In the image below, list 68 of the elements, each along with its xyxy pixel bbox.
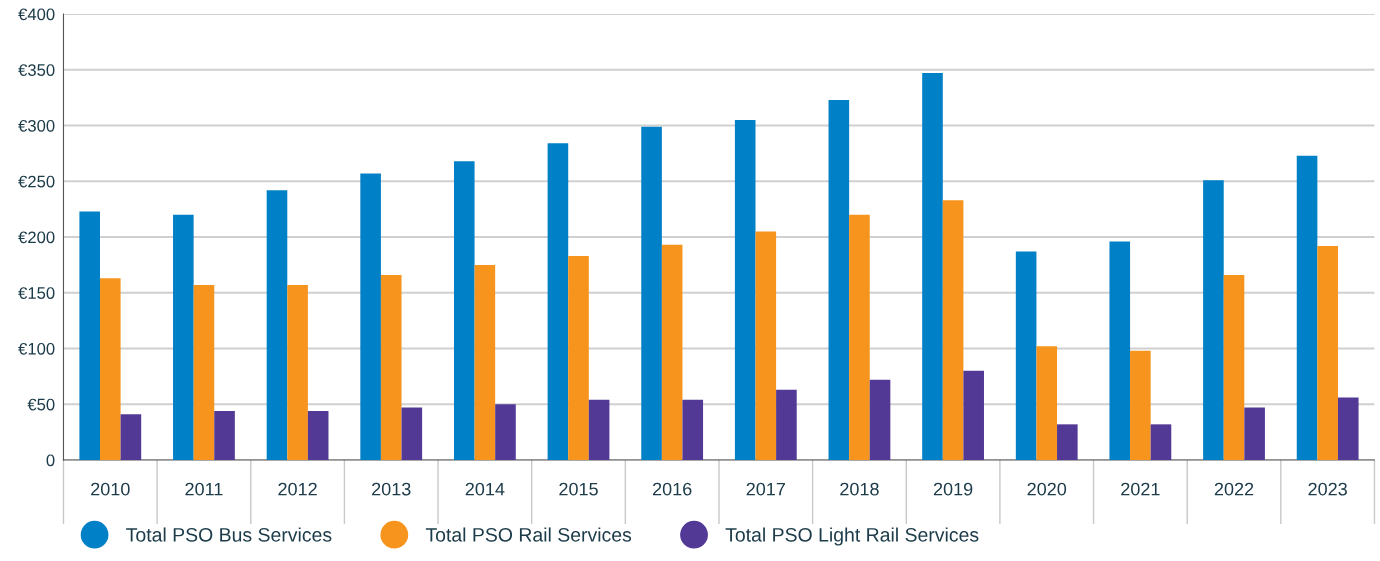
x-tick-label: 2010 — [91, 482, 130, 496]
bar — [79, 211, 100, 461]
bar — [287, 284, 308, 461]
x-tick-label: 2017 — [746, 482, 785, 496]
bar — [1244, 407, 1265, 461]
x-tick-label: 2023 — [1308, 482, 1347, 496]
bar — [1317, 245, 1338, 461]
bar — [588, 399, 610, 461]
y-tick-label: €200 — [18, 231, 55, 244]
y-tick-label: €50 — [27, 398, 55, 411]
y-tick-label: €250 — [18, 175, 55, 188]
bar — [942, 200, 964, 461]
bar — [682, 399, 704, 461]
bar — [266, 190, 288, 461]
y-tick-label: €100 — [18, 342, 55, 355]
y-tick-label: €300 — [18, 119, 55, 132]
bar — [755, 231, 777, 461]
legend-label: Total PSO Light Rail Services — [725, 527, 979, 546]
x-tick-label: 2021 — [1121, 482, 1160, 496]
bar — [1223, 274, 1245, 461]
bar — [547, 143, 569, 461]
bar — [776, 389, 797, 461]
y-tick-label: €400 — [18, 8, 55, 21]
x-tick-label: 2015 — [559, 482, 598, 496]
x-tick-label: 2011 — [185, 482, 223, 496]
bar — [100, 278, 121, 461]
bar — [963, 370, 984, 461]
x-tick-label: 2022 — [1214, 482, 1254, 496]
bar — [214, 410, 235, 461]
bar — [1296, 155, 1318, 461]
legend-label: Total PSO Bus Services — [126, 527, 332, 542]
bar — [641, 126, 662, 461]
x-tick-label: 2019 — [933, 482, 973, 496]
bar — [193, 284, 215, 461]
legend-label: Total PSO Rail Services — [425, 527, 632, 542]
y-tick-label: €150 — [18, 287, 55, 299]
bar — [401, 407, 423, 461]
bar — [661, 244, 683, 461]
x-tick-label: 2016 — [652, 482, 692, 496]
bar — [568, 255, 589, 461]
bar — [1150, 424, 1172, 461]
bar — [1109, 241, 1131, 461]
x-tick-label: 2020 — [1027, 482, 1067, 496]
bar — [1015, 251, 1037, 461]
bar — [453, 161, 475, 461]
bar — [120, 414, 142, 461]
bar — [495, 404, 516, 461]
bar — [1130, 350, 1151, 461]
x-tick-label: 2013 — [372, 482, 411, 496]
bar — [922, 73, 943, 461]
bar — [828, 99, 850, 461]
bar — [1057, 424, 1078, 461]
y-tick-label: €350 — [18, 64, 55, 76]
x-tick-label: 2012 — [278, 482, 317, 496]
bar — [360, 173, 381, 461]
y-tick-label: 0 — [46, 454, 55, 467]
bar — [1337, 397, 1359, 461]
bar — [173, 214, 194, 461]
bar — [849, 214, 870, 461]
bar — [474, 264, 496, 461]
bar — [380, 274, 402, 461]
x-tick-label: 2018 — [840, 482, 879, 496]
bar — [307, 410, 329, 461]
bar — [1203, 180, 1224, 461]
bar — [734, 119, 756, 461]
x-tick-label: 2014 — [465, 482, 505, 496]
bar — [869, 379, 891, 461]
bar — [1036, 346, 1058, 461]
